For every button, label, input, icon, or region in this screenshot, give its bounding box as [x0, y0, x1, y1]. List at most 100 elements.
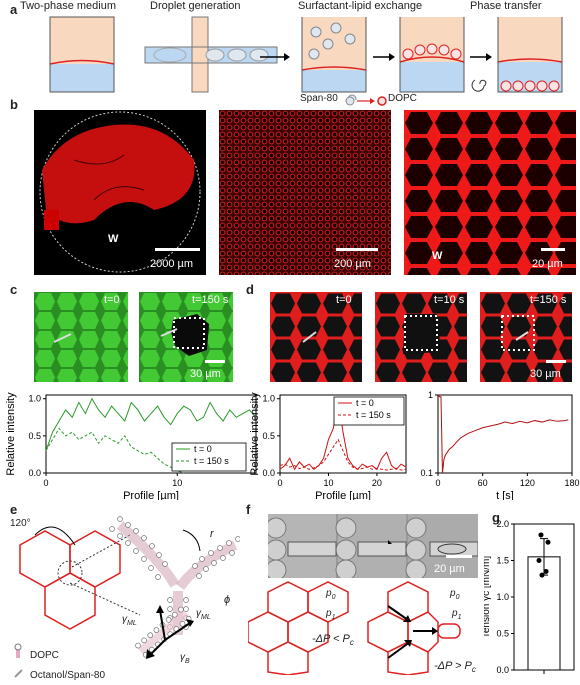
panel-label-e: e: [10, 502, 18, 517]
y-axis-label: Tension γc [mN/m]: [484, 556, 492, 638]
y-tick-label: 0.0: [262, 468, 275, 478]
f-scale-text: 20 µm: [434, 563, 465, 575]
b1-w-label: W: [108, 233, 119, 245]
x-axis-label: Profile [µm]: [315, 490, 371, 500]
e-gamma-ml-2: γML: [196, 608, 211, 621]
panel-e-schematic: [14, 516, 240, 678]
c-scale-text: 30 µm: [190, 368, 221, 380]
x-tick-label: 0: [43, 478, 48, 488]
title-droplet-gen: Droplet generation: [150, 0, 241, 12]
legend-dopc: DOPC: [388, 93, 417, 104]
y-tick-label: 0.5: [496, 629, 509, 639]
data-point: [538, 532, 544, 538]
e-legend-dopc: DOPC: [30, 650, 59, 661]
title-two-phase: Two-phase medium: [20, 0, 116, 12]
x-tick-label: 0: [435, 478, 440, 488]
chart-c: 1.0 0.5 0.00 10 Profile [µm] Relative intensi…: [5, 392, 257, 500]
y-axis-label: Relative intensity: [5, 392, 17, 476]
f-scalebar: [446, 555, 472, 558]
f-p0-left: p0: [326, 588, 336, 601]
e-r-label: r: [210, 528, 214, 540]
panel-label-f: f: [246, 502, 251, 517]
d1-time: t=0: [336, 294, 352, 306]
legend-label-1: t = 150 s: [356, 410, 391, 420]
x-axis-label: Profile [µm]: [123, 490, 179, 500]
data-point: [539, 572, 545, 578]
data-point: [543, 568, 549, 574]
y-tick-label: 1.0: [262, 394, 275, 404]
data-point: [536, 558, 542, 563]
x-axis-label: t [s]: [496, 490, 514, 500]
y-tick-label: 1.0: [496, 592, 509, 602]
panel-label-g: g: [492, 510, 500, 525]
plot-frame: [437, 394, 573, 474]
legend-label-1: t = 150 s: [194, 456, 229, 466]
d-scale-text: 30 µm: [530, 368, 561, 380]
f-p0-right: p0: [450, 588, 460, 601]
chart-d-right: 1 0.10 60 120 180 t [s]: [420, 390, 579, 500]
legend-label-0: t = 0: [356, 398, 374, 408]
e-angle-label: 120°: [10, 518, 31, 529]
micrograph-c1: [34, 292, 128, 382]
plot-frame: [45, 394, 257, 474]
x-tick-label: 180: [564, 478, 579, 488]
panel-label-b: b: [10, 97, 18, 112]
panel-f-schematic: [248, 581, 461, 675]
micrograph-b2: [219, 110, 391, 275]
y-tick-label: 1.5: [496, 556, 509, 566]
panel-a-schematic: [49, 16, 563, 100]
series-line-1: [45, 427, 184, 474]
x-tick-label: 120: [520, 478, 535, 488]
plot-frame: [279, 394, 407, 474]
micrograph-b1: [34, 110, 206, 275]
legend-span80: Span-80: [300, 93, 338, 104]
series-line-0: [437, 394, 569, 474]
x-tick-label: 0: [277, 478, 282, 488]
e-gamma-ml-1: γML: [122, 614, 137, 627]
chart-g: 0.0 0.5 1.0 1.5 2.0 Tension γc [mN/m]: [484, 519, 575, 675]
series-line-1: [279, 438, 407, 471]
b2-scale-text: 200 µm: [334, 258, 371, 270]
y-tick-label: 1: [428, 390, 433, 400]
series-line-0: [279, 398, 407, 471]
x-tick-label: 10: [323, 478, 333, 488]
f-p1-left: p1: [326, 608, 336, 621]
b1-scale-text: 2000 µm: [150, 258, 194, 270]
legend-box: [171, 442, 247, 472]
y-tick-label: 1.0: [28, 394, 41, 404]
micrograph-c2: [139, 292, 233, 382]
panel-label-c: c: [10, 282, 18, 297]
b3-scalebar: [541, 248, 565, 251]
y-tick-label: 0.0: [28, 468, 41, 478]
micrograph-d3: [480, 292, 572, 382]
micrograph-f: [268, 514, 478, 578]
x-tick-label: 20: [372, 478, 382, 488]
y-tick-label: 0.0: [496, 665, 509, 675]
f-condition-right: -ΔP > Pc: [434, 660, 476, 675]
y-tick-label: 0.1: [420, 468, 433, 478]
b1-scalebar: [155, 248, 200, 251]
x-tick-label: 60: [478, 478, 488, 488]
x-tick-label: 10: [172, 478, 182, 488]
e-legend-octanol: Octanol/Span-80: [30, 670, 106, 681]
micrograph-d1: [270, 292, 362, 382]
panel-label-a: a: [10, 2, 18, 17]
d-scalebar: [546, 360, 566, 363]
c2-time: t=150 s: [192, 294, 229, 306]
b3-scale-text: 20 µm: [532, 258, 563, 270]
d3-time: t=150 s: [530, 294, 567, 306]
y-tick-label: 0.5: [262, 431, 275, 441]
y-axis-label: Relative intensity: [249, 392, 261, 476]
f-p1-right: p1: [452, 608, 462, 621]
micrograph-d2: [375, 292, 467, 382]
y-tick-label: 0.5: [28, 431, 41, 441]
title-phase-transfer: Phase transfer: [470, 0, 542, 12]
c1-time: t=0: [104, 294, 120, 306]
f-condition-left: -ΔP < Pc: [312, 633, 354, 648]
e-phi-label: ϕ: [224, 594, 231, 606]
legend-box: [333, 396, 405, 426]
micrograph-b3: [404, 110, 576, 275]
d2-time: t=10 s: [434, 294, 465, 306]
series-line-0: [45, 397, 257, 451]
